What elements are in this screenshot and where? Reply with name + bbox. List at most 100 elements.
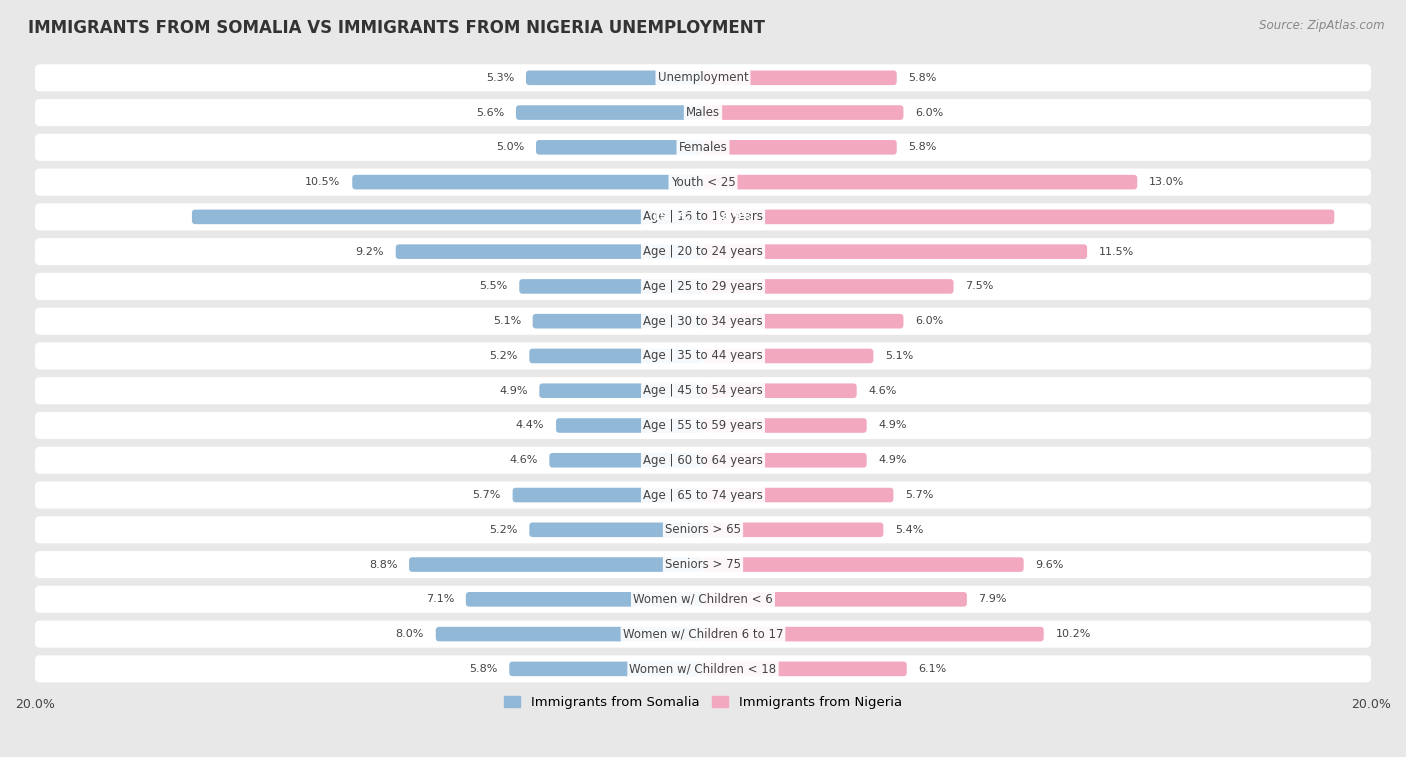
FancyBboxPatch shape [35,307,1371,335]
Text: 6.0%: 6.0% [915,316,943,326]
Text: 4.4%: 4.4% [516,420,544,431]
Text: Age | 35 to 44 years: Age | 35 to 44 years [643,350,763,363]
Text: 5.1%: 5.1% [884,351,914,361]
FancyBboxPatch shape [703,662,907,676]
FancyBboxPatch shape [703,70,897,85]
FancyBboxPatch shape [35,412,1371,439]
Text: Unemployment: Unemployment [658,71,748,84]
Text: 5.2%: 5.2% [489,351,517,361]
FancyBboxPatch shape [35,447,1371,474]
FancyBboxPatch shape [35,273,1371,300]
FancyBboxPatch shape [35,99,1371,126]
Text: 5.1%: 5.1% [492,316,522,326]
Text: 6.1%: 6.1% [918,664,946,674]
Text: 15.3%: 15.3% [652,212,692,222]
FancyBboxPatch shape [550,453,703,468]
Text: 9.2%: 9.2% [356,247,384,257]
FancyBboxPatch shape [536,140,703,154]
FancyBboxPatch shape [509,662,703,676]
Text: 6.0%: 6.0% [915,107,943,117]
FancyBboxPatch shape [35,586,1371,613]
FancyBboxPatch shape [703,592,967,606]
FancyBboxPatch shape [35,64,1371,92]
FancyBboxPatch shape [35,377,1371,404]
Text: 4.9%: 4.9% [499,386,527,396]
Text: 5.3%: 5.3% [486,73,515,83]
FancyBboxPatch shape [519,279,703,294]
Text: Age | 55 to 59 years: Age | 55 to 59 years [643,419,763,432]
FancyBboxPatch shape [703,627,1043,641]
FancyBboxPatch shape [703,384,856,398]
Text: 5.7%: 5.7% [472,490,501,500]
Text: Males: Males [686,106,720,119]
FancyBboxPatch shape [703,210,1334,224]
Text: 7.5%: 7.5% [965,282,994,291]
FancyBboxPatch shape [35,516,1371,544]
Text: 18.9%: 18.9% [714,212,754,222]
FancyBboxPatch shape [540,384,703,398]
Text: 11.5%: 11.5% [1099,247,1135,257]
Text: Age | 20 to 24 years: Age | 20 to 24 years [643,245,763,258]
FancyBboxPatch shape [703,105,904,120]
Text: 5.7%: 5.7% [905,490,934,500]
Text: Source: ZipAtlas.com: Source: ZipAtlas.com [1260,19,1385,32]
Text: Females: Females [679,141,727,154]
FancyBboxPatch shape [35,551,1371,578]
Text: 10.2%: 10.2% [1056,629,1091,639]
FancyBboxPatch shape [533,314,703,329]
Text: 4.9%: 4.9% [879,420,907,431]
Text: 4.6%: 4.6% [509,455,537,466]
FancyBboxPatch shape [529,349,703,363]
FancyBboxPatch shape [193,210,703,224]
FancyBboxPatch shape [703,488,893,503]
Text: Age | 25 to 29 years: Age | 25 to 29 years [643,280,763,293]
Text: 5.5%: 5.5% [479,282,508,291]
FancyBboxPatch shape [703,279,953,294]
FancyBboxPatch shape [703,522,883,537]
Text: 7.1%: 7.1% [426,594,454,604]
Text: Age | 16 to 19 years: Age | 16 to 19 years [643,210,763,223]
Text: Seniors > 65: Seniors > 65 [665,523,741,536]
FancyBboxPatch shape [513,488,703,503]
Text: Youth < 25: Youth < 25 [671,176,735,188]
FancyBboxPatch shape [526,70,703,85]
FancyBboxPatch shape [35,169,1371,195]
FancyBboxPatch shape [35,238,1371,265]
Text: 8.8%: 8.8% [368,559,398,569]
FancyBboxPatch shape [703,453,866,468]
Legend: Immigrants from Somalia, Immigrants from Nigeria: Immigrants from Somalia, Immigrants from… [499,690,907,714]
FancyBboxPatch shape [35,656,1371,682]
Text: Women w/ Children < 18: Women w/ Children < 18 [630,662,776,675]
Text: 5.2%: 5.2% [489,525,517,534]
FancyBboxPatch shape [703,349,873,363]
FancyBboxPatch shape [409,557,703,572]
FancyBboxPatch shape [35,481,1371,509]
Text: 4.6%: 4.6% [869,386,897,396]
FancyBboxPatch shape [35,204,1371,230]
FancyBboxPatch shape [516,105,703,120]
Text: Age | 45 to 54 years: Age | 45 to 54 years [643,385,763,397]
FancyBboxPatch shape [529,522,703,537]
Text: Age | 65 to 74 years: Age | 65 to 74 years [643,488,763,502]
Text: 9.6%: 9.6% [1035,559,1064,569]
Text: Women w/ Children < 6: Women w/ Children < 6 [633,593,773,606]
FancyBboxPatch shape [703,175,1137,189]
FancyBboxPatch shape [703,418,866,433]
Text: 5.0%: 5.0% [496,142,524,152]
Text: 5.8%: 5.8% [908,73,936,83]
FancyBboxPatch shape [703,245,1087,259]
FancyBboxPatch shape [353,175,703,189]
Text: 13.0%: 13.0% [1149,177,1184,187]
FancyBboxPatch shape [703,314,904,329]
FancyBboxPatch shape [465,592,703,606]
Text: 10.5%: 10.5% [305,177,340,187]
Text: IMMIGRANTS FROM SOMALIA VS IMMIGRANTS FROM NIGERIA UNEMPLOYMENT: IMMIGRANTS FROM SOMALIA VS IMMIGRANTS FR… [28,19,765,37]
FancyBboxPatch shape [395,245,703,259]
Text: 5.8%: 5.8% [470,664,498,674]
FancyBboxPatch shape [436,627,703,641]
FancyBboxPatch shape [703,140,897,154]
FancyBboxPatch shape [35,134,1371,161]
Text: Seniors > 75: Seniors > 75 [665,558,741,571]
Text: 7.9%: 7.9% [979,594,1007,604]
Text: 4.9%: 4.9% [879,455,907,466]
